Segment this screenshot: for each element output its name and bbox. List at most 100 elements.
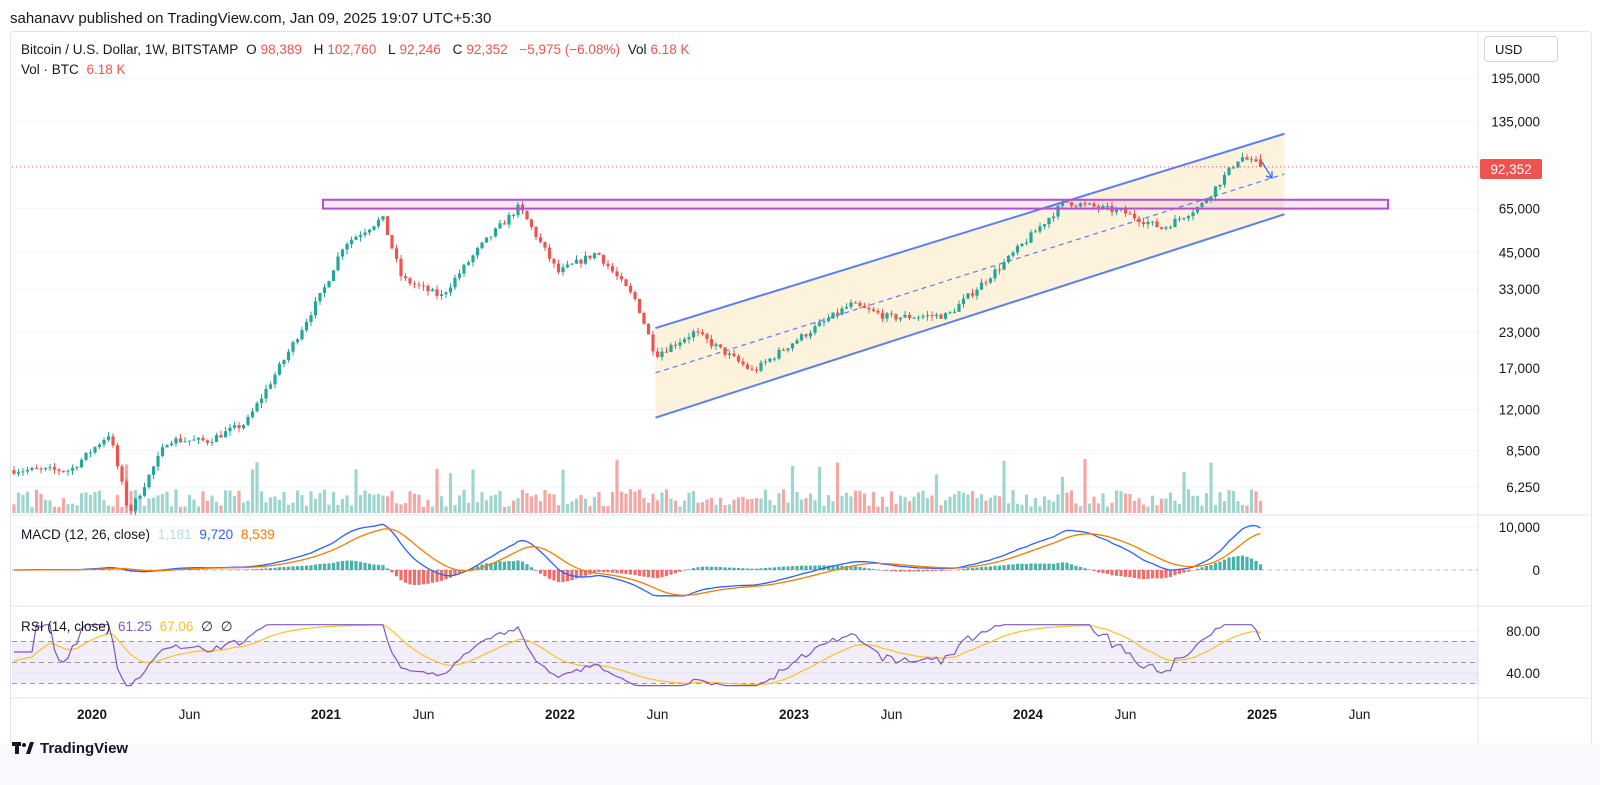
volume-bar	[493, 494, 498, 513]
volume-bar	[250, 469, 255, 513]
volume-bar	[741, 496, 745, 513]
candle-body	[1222, 174, 1227, 185]
volume-bar	[403, 503, 408, 513]
candle-body	[439, 294, 444, 296]
volume-bar	[169, 506, 174, 513]
macd-histogram-bar	[1047, 563, 1051, 570]
macd-histogram-bar	[372, 564, 376, 570]
macd-histogram-bar	[516, 560, 520, 570]
volume-bar	[786, 502, 790, 513]
macd-histogram-bar	[862, 567, 867, 570]
macd-histogram-bar	[255, 568, 259, 570]
candle-body	[741, 361, 745, 365]
macd-histogram-bar	[597, 570, 601, 573]
candle-body	[12, 470, 16, 474]
volume-bar	[241, 502, 246, 513]
candle-body	[475, 248, 480, 256]
candle-body	[336, 256, 340, 271]
volume-bar	[246, 500, 250, 513]
tradingview-logo[interactable]: TradingView	[12, 740, 128, 757]
candle-body	[1087, 203, 1092, 205]
currency-button[interactable]: USD	[1484, 36, 1558, 62]
candle-body	[957, 304, 961, 312]
volume-bar	[21, 494, 25, 513]
candle-body	[813, 326, 817, 333]
candle-body	[943, 312, 948, 319]
volume-bar	[601, 506, 606, 513]
candle-body	[1227, 167, 1231, 175]
macd-legend: MACD (12, 26, close) 1,181 9,720 8,539	[21, 527, 279, 542]
volume-bar	[372, 494, 376, 513]
macd-histogram-bar	[520, 561, 525, 570]
candle-body	[921, 316, 925, 318]
candle-body	[862, 306, 867, 308]
candle-body	[655, 351, 660, 357]
volume-bar	[979, 494, 984, 513]
macd-tick-label: 10,000	[1499, 520, 1540, 535]
volume-bar	[34, 489, 39, 513]
candle-body	[169, 443, 174, 446]
volume-bar	[408, 491, 412, 513]
macd-histogram-bar	[385, 568, 390, 570]
volume-bar	[916, 492, 921, 513]
candle-body	[48, 467, 52, 469]
volume-bar	[804, 498, 808, 513]
macd-histogram-bar	[714, 566, 718, 570]
rsi-pane: 80.00 40.00	[12, 623, 1540, 687]
channel-midline	[655, 173, 1285, 374]
candle-body	[898, 317, 903, 320]
candle-body	[1038, 226, 1042, 232]
candle-body	[1132, 213, 1137, 219]
volume-bar	[277, 499, 282, 513]
macd-histogram-bar	[376, 564, 381, 570]
macd-histogram-bar	[408, 570, 412, 585]
candle-body	[867, 307, 871, 310]
volume-bar	[1033, 498, 1038, 513]
candle-body	[880, 312, 885, 319]
volume-bar	[111, 506, 115, 513]
volume-bar	[835, 462, 840, 513]
macd-histogram-bar	[637, 570, 642, 576]
candle-body	[444, 292, 448, 295]
volume-bar	[192, 499, 196, 513]
candle-body	[700, 332, 705, 335]
volume-bar	[358, 495, 363, 513]
candle-body	[201, 437, 205, 441]
candle-body	[421, 285, 426, 287]
macd-histogram-bar	[642, 570, 646, 577]
volume-bar	[1011, 489, 1015, 513]
candle-body	[736, 356, 741, 362]
macd-histogram-bar	[196, 569, 201, 570]
candle-body	[39, 468, 43, 470]
vol-value: 6.18 K	[650, 42, 690, 57]
volume-bar	[1200, 505, 1204, 513]
volume-bar	[673, 500, 678, 513]
volume-bar	[1092, 496, 1096, 513]
time-tick-label: 2025	[1247, 707, 1278, 722]
candle-body	[1245, 157, 1249, 160]
volume-bar	[412, 493, 417, 513]
candle-body	[88, 452, 93, 454]
volume-bar	[61, 498, 66, 513]
volume-bar	[354, 469, 358, 513]
macd-histogram-bar	[880, 570, 885, 571]
macd-histogram-bar	[718, 567, 723, 570]
volume-bar	[93, 491, 97, 513]
volume-bar	[610, 491, 615, 513]
macd-histogram-bar	[1146, 570, 1150, 579]
volume-bar	[885, 506, 889, 513]
candle-body	[597, 253, 601, 255]
volume-bar	[309, 491, 313, 513]
volume-bar	[1132, 500, 1137, 513]
candle-body	[1254, 159, 1258, 162]
macd-histogram-bar	[331, 562, 336, 570]
volume-bar	[525, 493, 529, 513]
macd-histogram-bar	[1141, 570, 1146, 580]
volume-bar	[1159, 498, 1164, 513]
candle-body	[277, 364, 282, 375]
volume-bar	[547, 493, 552, 513]
ascending-channel	[655, 132, 1285, 419]
candle-body	[1083, 203, 1087, 205]
low-value: 92,246	[399, 42, 441, 57]
